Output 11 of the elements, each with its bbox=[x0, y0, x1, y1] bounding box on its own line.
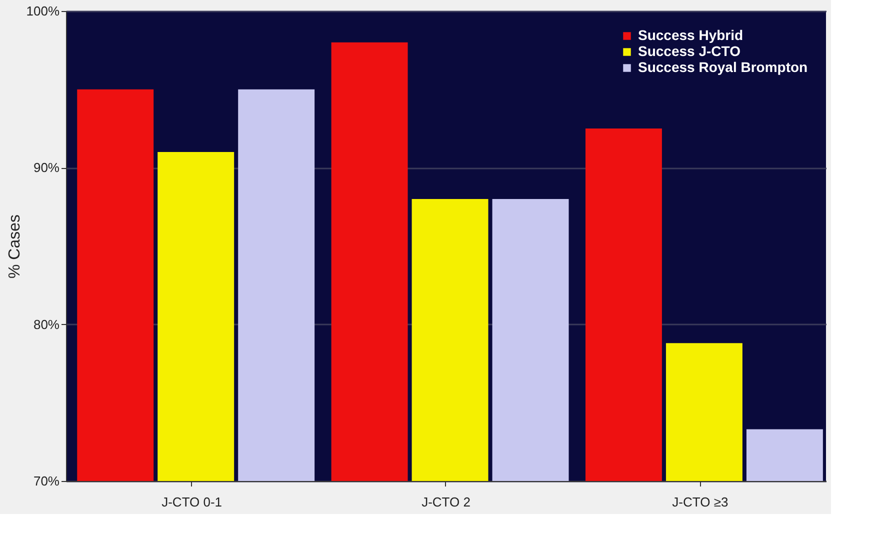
legend-label: Success Hybrid bbox=[638, 27, 744, 43]
x-tick-label: J-CTO ≥3 bbox=[672, 494, 728, 510]
y-axis-title: % Cases bbox=[6, 214, 24, 279]
y-tick-label: 90% bbox=[33, 160, 60, 176]
legend-label: Success J-CTO bbox=[638, 43, 741, 59]
y-tick-label: 80% bbox=[33, 316, 60, 332]
x-tick-label: J-CTO 2 bbox=[422, 494, 470, 510]
y-tick-label: 100% bbox=[26, 4, 60, 18]
legend-label: Success Royal Brompton bbox=[638, 59, 808, 75]
x-tick-label: J-CTO 0-1 bbox=[162, 494, 222, 510]
y-tick-label: 70% bbox=[33, 474, 60, 488]
